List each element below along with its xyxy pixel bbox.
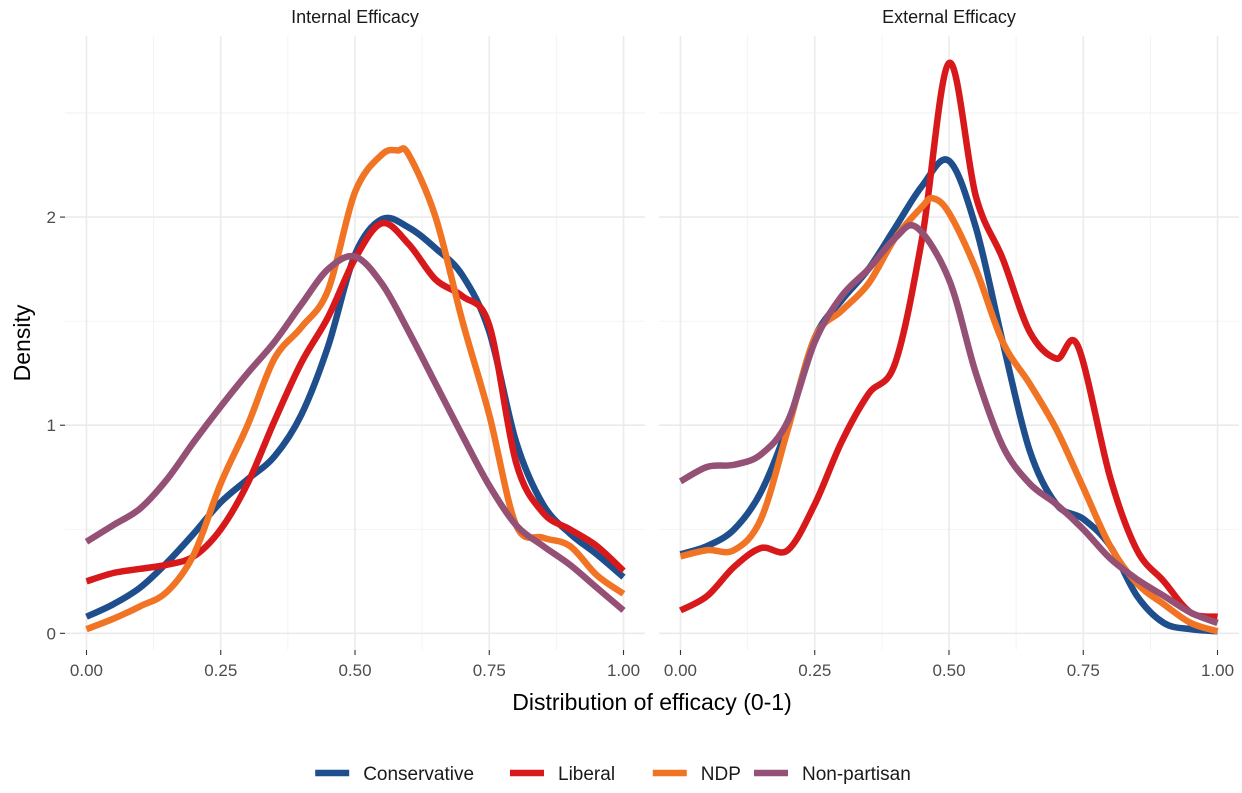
legend-label-ndp: NDP (701, 764, 741, 785)
y-axis-title: Density (9, 304, 35, 381)
legend-label-conservative: Conservative (363, 764, 474, 785)
series-line-liberal (678, 59, 1219, 620)
x-axis-title: Distribution of efficacy (0-1) (512, 689, 792, 715)
y-tick-label: 2 (47, 208, 56, 227)
x-tick-label: 1.00 (607, 661, 640, 680)
x-tick-label: 0.25 (204, 661, 237, 680)
series-line-ndp (679, 194, 1219, 635)
x-tick-label: 0.75 (473, 661, 506, 680)
legend-item-non-partisan: Non-partisan (754, 764, 911, 785)
y-axis: 0 1 2 (47, 208, 65, 643)
x-axis: 0.00 0.25 0.50 0.75 1.00 0.00 0.25 0.50 0.75 1.00 (70, 650, 1234, 680)
legend-item-conservative: Conservative (315, 764, 474, 785)
legend-label-liberal: Liberal (558, 764, 615, 785)
legend-item-ndp: NDP (652, 764, 741, 785)
x-tick-label: 0.00 (70, 661, 103, 680)
panel-external-efficacy: External Efficacy (659, 7, 1239, 650)
series-line-non-partisan (84, 252, 626, 613)
y-tick-label: 0 (47, 624, 56, 643)
x-tick-label: 0.75 (1067, 661, 1100, 680)
x-tick-label: 0.25 (798, 661, 831, 680)
legend: Conservative Liberal NDP Non-partisan (315, 764, 911, 785)
panel-internal-efficacy: Internal Efficacy (65, 7, 645, 650)
panel-title: External Efficacy (882, 7, 1016, 27)
x-tick-label: 0.00 (664, 661, 697, 680)
y-tick-label: 1 (47, 416, 56, 435)
series-line-non-partisan (678, 221, 1219, 626)
panel-title: Internal Efficacy (291, 7, 419, 27)
legend-label-non-partisan: Non-partisan (802, 764, 911, 785)
legend-item-liberal: Liberal (510, 764, 615, 785)
x-tick-label: 0.50 (338, 661, 371, 680)
x-tick-label: 0.50 (932, 661, 965, 680)
x-tick-label: 1.00 (1201, 661, 1234, 680)
